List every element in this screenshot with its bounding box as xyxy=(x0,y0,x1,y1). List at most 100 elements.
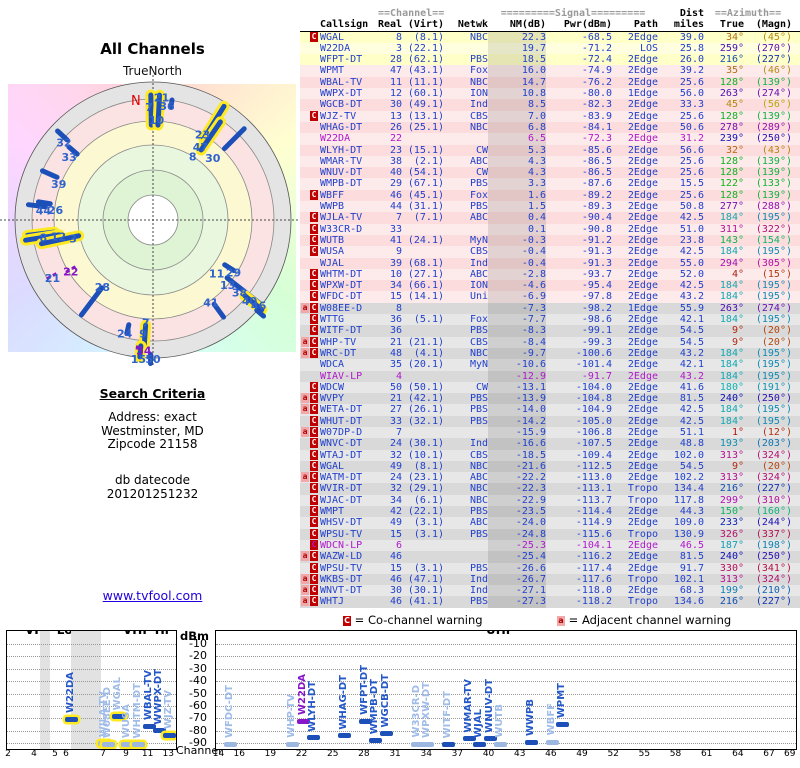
table-row[interactable]: WIAV-LP 4 -12.9 -91.7 2Edge 43.2 184° (195°) xyxy=(300,370,800,382)
virtual-channel-cell: (30.1) xyxy=(407,585,444,597)
table-row[interactable]: C WITF-DT 36 PBS -8.3 -99.1 2Edge 54.5 9° (20°) xyxy=(300,325,800,337)
table-row[interactable]: WWPB 44 (31.1) PBS 1.5 -89.3 2Edge 50.8 277° (288… xyxy=(300,201,800,213)
table-row[interactable]: C WJAC-DT 34 (6.1) NBC -22.9 -113.7 Tropo 117.8 2… xyxy=(300,494,800,507)
station-table: ==Channel== =========Signal========= Dist =… xyxy=(300,8,800,608)
table-row[interactable]: a C WATM-DT 24 (23.1) ABC -22.2 -113.0 2Edge 102.… xyxy=(300,472,800,484)
path-cell: 2Edge xyxy=(627,76,658,88)
virtual-channel-cell: (24.1) xyxy=(407,234,444,246)
radar-station-bar xyxy=(35,199,53,207)
table-row[interactable]: C WUSA 9 CBS -0.4 -91.3 2Edge 42.5 184° (195°) xyxy=(300,246,800,258)
adjacent-warning-badge: a xyxy=(301,404,309,415)
distance-cell: 81.5 xyxy=(679,551,704,563)
table-row[interactable]: WLYH-DT 23 (15.1) CW 5.3 -85.6 2Edge 56.6 32° (43… xyxy=(300,144,800,156)
table-row[interactable]: W22DA 22 6.5 -72.3 2Edge 31.2 239° (250°) xyxy=(300,133,800,145)
table-row[interactable]: WPMT 47 (43.1) Fox 16.0 -74.9 2Edge 39.2 35° (46°… xyxy=(300,65,800,77)
table-row[interactable]: C WJLA-TV 7 (7.1) ABC 0.4 -90.4 2Edge 42.5 184° (1… xyxy=(300,212,800,224)
table-row[interactable]: C WPSU-TV 15 (3.1) PBS -26.6 -117.4 2Edge 91.7 33… xyxy=(300,562,800,574)
table-row[interactable]: WBAL-TV 11 (11.1) NBC 14.7 -76.2 2Edge 25.6 128°… xyxy=(300,76,800,89)
co-channel-warning-badge: C xyxy=(310,325,318,336)
noise-margin-cell: 1.6 xyxy=(488,189,546,202)
distance-cell: 48.8 xyxy=(679,438,704,450)
table-row[interactable]: a C WETA-DT 27 (26.1) PBS -14.0 -104.9 2Edge 42.5… xyxy=(300,404,800,416)
table-row[interactable]: C WHUT-DT 33 (32.1) PBS -14.2 -105.0 2Edge 42.5 1… xyxy=(300,415,800,427)
table-row[interactable]: a C WHTJ 46 (41.1) PBS -27.3 -118.2 Tropo 134.6 21… xyxy=(300,596,800,608)
table-row[interactable]: C WPSU-TV 15 (3.1) PBS -24.8 -115.6 Tropo 130.9 3… xyxy=(300,528,800,540)
true-azimuth-cell: 32° xyxy=(725,144,744,156)
true-azimuth-cell: 128° xyxy=(719,167,744,179)
channel-axis-title: Channel xyxy=(176,744,222,757)
table-row[interactable]: C WJZ-TV 13 (13.1) CBS 7.0 -83.9 2Edge 25.6 128° (… xyxy=(300,110,800,122)
network-cell: CW xyxy=(475,381,488,393)
co-channel-warning-badge: C xyxy=(310,517,318,528)
table-row[interactable]: a C WNVT-DT 30 (30.1) Ind -27.1 -118.0 2Edge 68.3… xyxy=(300,585,800,597)
table-row[interactable]: C WTAJ-DT 32 (10.1) CBS -18.5 -109.4 2Edge 102.0… xyxy=(300,449,800,461)
warning-cell: C xyxy=(300,449,318,461)
table-row[interactable]: C WHSV-DT 49 (3.1) ABC -24.0 -114.9 2Edge 109.0 2… xyxy=(300,517,800,529)
channel-tick-label: 2 xyxy=(5,749,11,759)
table-row[interactable]: C W33CR-D 33 0.1 -90.8 2Edge 51.0 311° (322°) xyxy=(300,223,800,235)
power-cell: -80.0 xyxy=(581,88,612,100)
table-row[interactable]: a C W07DP-D 7 -15.9 -106.8 2Edge 51.1 1° (12°) xyxy=(300,426,800,439)
noise-margin-cell: -25.3 xyxy=(488,539,546,552)
table-row[interactable]: C WTTG 36 (5.1) Fox -7.7 -98.6 2Edge 42.1 184° (19… xyxy=(300,314,800,326)
callsign-cell: WBFF xyxy=(320,189,345,201)
signal-bar xyxy=(556,721,569,727)
table-row[interactable]: C WBFF 46 (45.1) Fox 1.6 -89.2 2Edge 25.6 128° (13… xyxy=(300,189,800,202)
distance-cell: 15.5 xyxy=(679,178,704,190)
callsign-cell: WMPT xyxy=(320,506,345,518)
network-cell: NBC xyxy=(469,347,488,359)
table-row[interactable]: C WNVC-DT 24 (30.1) Ind -16.6 -107.5 2Edge 48.8 1… xyxy=(300,438,800,450)
table-row[interactable]: a C WHP-TV 21 (21.1) CBS -8.4 -99.3 2Edge 54.5 9° (… xyxy=(300,336,800,348)
table-row[interactable]: WJAL 39 (68.1) Ind -0.4 -91.3 2Edge 55.0 294° (30… xyxy=(300,257,800,269)
table-row[interactable]: WHAG-DT 26 (25.1) NBC 6.8 -84.1 2Edge 50.6 278° (… xyxy=(300,121,800,134)
true-azimuth-cell: 1° xyxy=(731,426,744,438)
table-row[interactable]: C WDCW 50 (50.1) CW -13.1 -104.0 2Edge 41.6 180° (… xyxy=(300,381,800,394)
table-row[interactable]: C WGAL 8 (8.1) NBC 22.3 -68.5 2Edge 39.0 34° (45°) xyxy=(300,31,800,43)
table-row[interactable]: C WMPT 42 (22.1) PBS -23.5 -114.4 2Edge 44.3 150°… xyxy=(300,506,800,518)
true-azimuth-cell: 216° xyxy=(719,483,744,495)
distance-cell: 109.0 xyxy=(673,517,704,529)
table-row[interactable]: C WFDC-DT 15 (14.1) Uni -6.9 -97.8 2Edge 43.2 184… xyxy=(300,291,800,303)
table-row[interactable]: WWPX-DT 12 (60.1) ION 10.8 -80.0 1Edge 56.0 263°… xyxy=(300,88,800,100)
signal-bar xyxy=(546,739,559,745)
table-row[interactable]: C WPXW-DT 34 (66.1) ION -4.6 -95.4 2Edge 42.5 184… xyxy=(300,280,800,292)
tvfool-link[interactable]: www.tvfool.com xyxy=(102,588,203,603)
table-row[interactable]: a C WKBS-DT 46 (47.1) Ind -26.7 -117.6 Tropo 102.… xyxy=(300,573,800,586)
table-row[interactable]: C WDCN-LP 6 -25.3 -104.1 2Edge 46.5 187° (198°) xyxy=(300,539,800,552)
real-channel-cell: 22 xyxy=(389,133,402,145)
true-azimuth-cell: 263° xyxy=(719,302,744,314)
warning-cell xyxy=(300,201,318,212)
table-row[interactable]: WFPT-DT 28 (62.1) PBS 18.5 -72.4 2Edge 26.0 216°… xyxy=(300,54,800,66)
table-row[interactable]: C WVIR-DT 32 (29.1) NBC -22.3 -113.1 Tropo 134.4… xyxy=(300,483,800,495)
table-row[interactable]: WMPB-DT 29 (67.1) PBS 3.3 -87.6 2Edge 15.5 122° (… xyxy=(300,178,800,190)
table-row[interactable]: a C WVPY 21 (42.1) PBS -13.9 -104.8 2Edge 81.5 240… xyxy=(300,393,800,405)
callsign-cell: WAZW-LD xyxy=(320,551,363,563)
power-cell: -114.9 xyxy=(575,517,612,529)
true-azimuth-cell: 263° xyxy=(719,88,744,100)
warning-cell xyxy=(300,133,318,144)
callsign-cell: WNUV-DT xyxy=(320,167,363,179)
table-row[interactable]: C WHTM-DT 10 (27.1) ABC -2.8 -93.7 2Edge 52.0 4° (… xyxy=(300,268,800,281)
path-cell: 2Edge xyxy=(627,246,658,258)
table-row[interactable]: C WUTB 41 (24.1) MyN -0.3 -91.2 2Edge 23.8 143° (1… xyxy=(300,234,800,247)
co-channel-warning-badge: C xyxy=(310,426,318,437)
table-row[interactable]: C WGAL 49 (8.1) NBC -21.6 -112.5 2Edge 54.5 9° (20… xyxy=(300,460,800,473)
table-row[interactable]: WGCB-DT 30 (49.1) Ind 8.5 -82.3 2Edge 33.3 45° (5… xyxy=(300,99,800,111)
co-channel-warning-badge: C xyxy=(310,280,318,291)
radar-channel-label: 38 xyxy=(232,287,247,300)
table-row[interactable]: WDCA 35 (20.1) MyN -10.6 -101.4 2Edge 42.1 184° (… xyxy=(300,359,800,371)
search-criteria-title: Search Criteria xyxy=(99,386,206,401)
table-row[interactable]: a C WAZW-LD 46 -25.4 -116.2 2Edge 81.5 240° (250°… xyxy=(300,551,800,563)
table-row[interactable]: WMAR-TV 38 (2.1) ABC 4.3 -86.5 2Edge 25.6 128° (1… xyxy=(300,155,800,168)
table-row[interactable]: a C WRC-DT 48 (4.1) NBC -9.7 -100.6 2Edge 43.2 184… xyxy=(300,347,800,360)
virtual-channel-cell: (42.1) xyxy=(407,393,444,405)
signal-group-header: =========Signal========= xyxy=(500,8,646,19)
distance-cell: 52.0 xyxy=(679,268,704,280)
power-cell: -104.0 xyxy=(575,381,612,393)
co-channel-warning-badge: C xyxy=(310,528,318,539)
table-row[interactable]: WNUV-DT 40 (54.1) CW 4.3 -86.5 2Edge 25.6 128° (1… xyxy=(300,167,800,179)
col-real: Real xyxy=(378,19,403,31)
table-row[interactable]: a C W08EE-D 8 -7.3 -98.2 1Edge 55.9 263° (274°) xyxy=(300,302,800,315)
true-azimuth-cell: 330° xyxy=(719,562,744,574)
table-row[interactable]: W22DA 3 (22.1) 19.7 -71.2 LOS 25.8 259° (270°) xyxy=(300,42,800,55)
